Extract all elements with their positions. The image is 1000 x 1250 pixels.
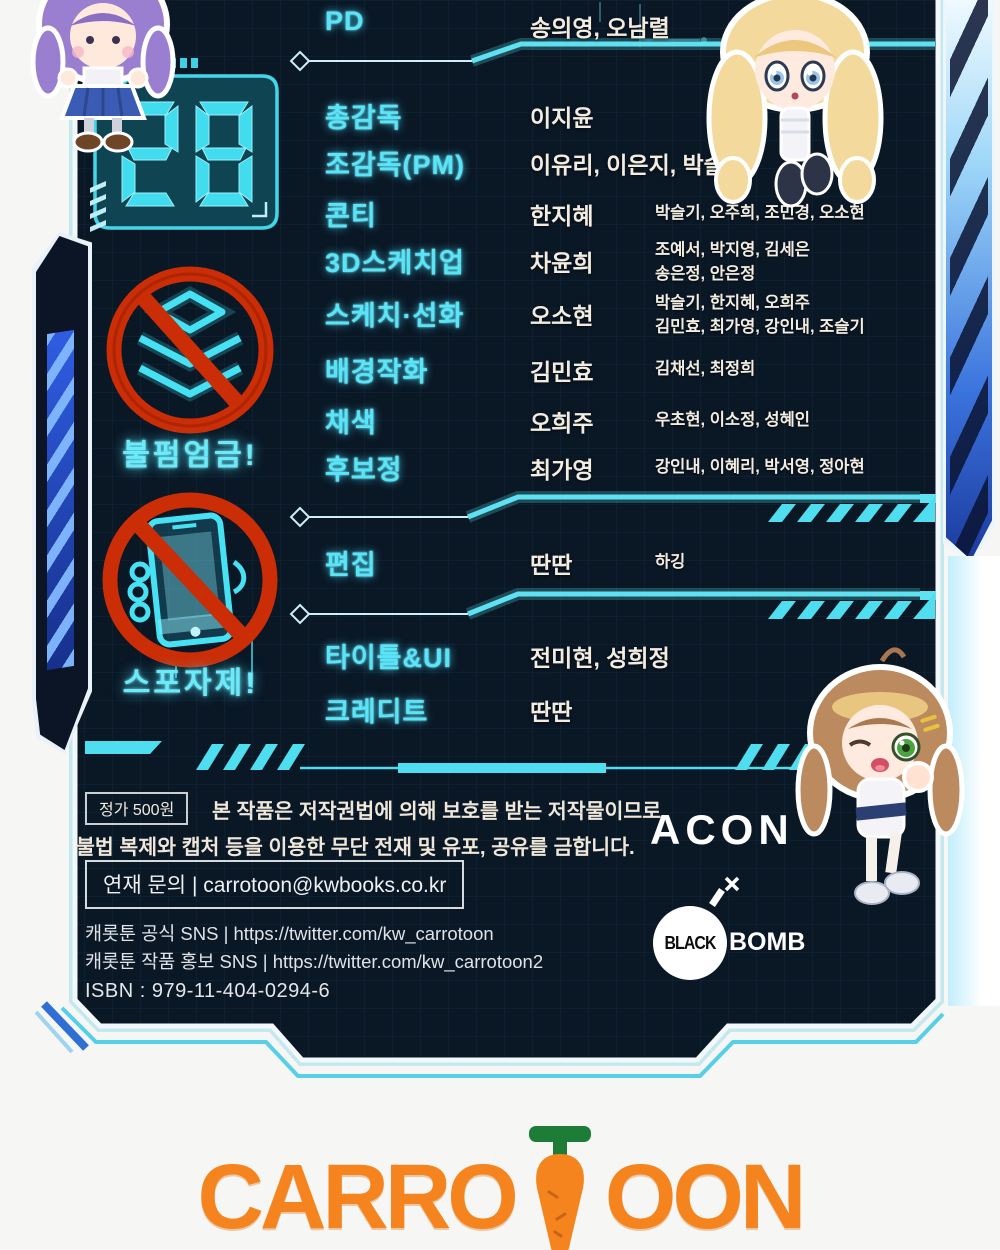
credit-role-label: 콘티 bbox=[325, 201, 377, 231]
credit-names: 최가영 bbox=[530, 457, 594, 483]
copyright-line-2: 불법 복제와 캡처 등을 이용한 무단 전재 및 유포, 공유를 금합니다. bbox=[76, 836, 635, 859]
credit-role-label: 편집 bbox=[325, 550, 377, 580]
copyright-line-1: 본 작품은 저작권법에 의해 보호를 받는 저작물이므로 bbox=[212, 800, 662, 823]
credit-role-label: 조감독(PM) bbox=[325, 150, 466, 180]
sns-official-url: https://twitter.com/kw_carrotoon bbox=[233, 923, 494, 944]
credit-row: 채색 오희주 우초현, 이소정, 성혜인 bbox=[325, 401, 940, 441]
sns-official-line: 캐롯툰 공식 SNS | https://twitter.com/kw_carr… bbox=[85, 920, 494, 946]
price-badge: 정가 500원 bbox=[85, 792, 189, 825]
credit-names: 전미현, 성희정 bbox=[530, 645, 670, 671]
black-bomb-logo-black: BLACK bbox=[664, 933, 716, 953]
credit-role-label: 후보정 bbox=[325, 455, 403, 485]
contact-label: 연재 문의 bbox=[103, 874, 187, 897]
sns-promo-url: https://twitter.com/kw_carrotoon2 bbox=[272, 951, 544, 972]
credit-names: 딴딴 bbox=[530, 699, 573, 725]
carrotoon-logo: CARRO OON bbox=[0, 1126, 1000, 1250]
credit-names: 김민효 bbox=[530, 359, 594, 385]
divider: | bbox=[262, 951, 268, 972]
credit-names: 이유리, 이은지, 박슬기 bbox=[530, 152, 747, 178]
no-spoiler-warning-label: 스포자제! bbox=[122, 667, 259, 700]
no-illegal-copy-icon bbox=[106, 266, 274, 434]
chibi-character-blonde-hair bbox=[706, 0, 884, 208]
credit-row: 편집 딴딴 하깅 bbox=[325, 543, 940, 583]
credit-row: 총감독 이지윤 bbox=[325, 96, 940, 136]
acon-logo: ACON bbox=[650, 806, 794, 853]
credit-row: PD 송의영, 오남렬 bbox=[325, 6, 940, 46]
credit-extra-names: 조예서, 박지영, 김세은 송은정, 안은정 bbox=[655, 241, 810, 283]
credit-extra-names: 박슬기, 한지혜, 오희주 김민효, 최가영, 강인내, 조슬기 bbox=[655, 294, 865, 336]
carrotoon-logo-oon: OON bbox=[604, 1146, 807, 1248]
credit-row: 크레디트 딴딴 bbox=[325, 690, 940, 730]
main-panel bbox=[34, 0, 945, 1078]
credit-row: 스케치·선화 오소현 박슬기, 한지혜, 오희주 김민효, 최가영, 강인내, 조… bbox=[325, 294, 940, 336]
credit-row: 콘티 한지혜 박슬기, 오주희, 조민경, 오소현 bbox=[325, 194, 940, 234]
sns-official-label: 캐롯툰 공식 SNS bbox=[85, 923, 219, 944]
credit-extra-names: 강인내, 이혜리, 박서영, 정아현 bbox=[655, 458, 865, 476]
credit-row: 배경작화 김민효 김채선, 최정희 bbox=[325, 350, 940, 390]
credit-role-label: 크레디트 bbox=[325, 697, 429, 727]
contact-email: carrotoon@kwbooks.co.kr bbox=[203, 874, 447, 897]
credit-extra-names: 하깅 bbox=[655, 553, 686, 571]
credit-names: 이지윤 bbox=[530, 105, 594, 131]
black-bomb-icon bbox=[653, 876, 740, 980]
carrotoon-logo-carro: CARRO bbox=[197, 1146, 519, 1248]
credit-extra-names: 김채선, 최정희 bbox=[655, 360, 756, 378]
credit-extra-names: 우초현, 이소정, 성혜인 bbox=[655, 411, 810, 429]
carrot-icon bbox=[528, 1126, 591, 1250]
separator-line bbox=[289, 491, 936, 528]
credit-names: 송의영, 오남렬 bbox=[530, 15, 670, 41]
credit-names: 차윤희 bbox=[530, 250, 594, 276]
contact-box: 연재 문의 | carrotoon@kwbooks.co.kr bbox=[85, 860, 465, 909]
credit-role-label: 배경작화 bbox=[325, 357, 429, 387]
left-frame-bar bbox=[36, 236, 88, 750]
seven-segment-digits bbox=[121, 101, 253, 207]
credit-extra-names: 박슬기, 오주희, 조민경, 오소현 bbox=[655, 204, 865, 222]
chibi-character-brown-hair-wink bbox=[795, 647, 965, 905]
no-spoiler-phone-icon bbox=[102, 492, 278, 688]
credit-row: 조감독(PM) 이유리, 이은지, 박슬기 bbox=[325, 143, 940, 183]
credit-row: 타이틀&UI 전미현, 성희정 bbox=[325, 636, 940, 676]
credit-role-label: 타이틀&UI bbox=[325, 643, 453, 673]
sns-promo-label: 캐롯툰 작품 홍보 SNS bbox=[85, 951, 258, 972]
credit-row: 3D스케치업 차윤희 조예서, 박지영, 김세은 송은정, 안은정 bbox=[325, 241, 940, 283]
credit-role-label: 3D스케치업 bbox=[325, 248, 465, 278]
credit-row: 후보정 최가영 강인내, 이혜리, 박서영, 정아현 bbox=[325, 448, 940, 488]
divider: | bbox=[191, 874, 198, 897]
credit-role-label: 채색 bbox=[325, 408, 377, 438]
credit-role-label: PD bbox=[325, 6, 365, 36]
sns-promo-line: 캐롯툰 작품 홍보 SNS | https://twitter.com/kw_c… bbox=[85, 948, 543, 974]
right-frame-bar bbox=[946, 0, 992, 560]
credit-names: 오희주 bbox=[530, 410, 594, 436]
credit-role-label: 스케치·선화 bbox=[325, 301, 465, 331]
divider: | bbox=[223, 923, 229, 944]
no-copy-warning-label: 불펌엄금! bbox=[122, 439, 258, 472]
credit-role-label: 총감독 bbox=[325, 103, 403, 133]
credit-names: 딴딴 bbox=[530, 552, 573, 578]
hatch-marks bbox=[90, 181, 106, 232]
chibi-character-purple-hair bbox=[30, 0, 176, 153]
credit-names: 한지혜 bbox=[530, 203, 594, 229]
credit-names: 오소현 bbox=[530, 303, 594, 329]
black-bomb-logo-bomb: BOMB bbox=[729, 928, 806, 956]
isbn-text: ISBN : 979-11-404-0294-6 bbox=[85, 980, 331, 1002]
